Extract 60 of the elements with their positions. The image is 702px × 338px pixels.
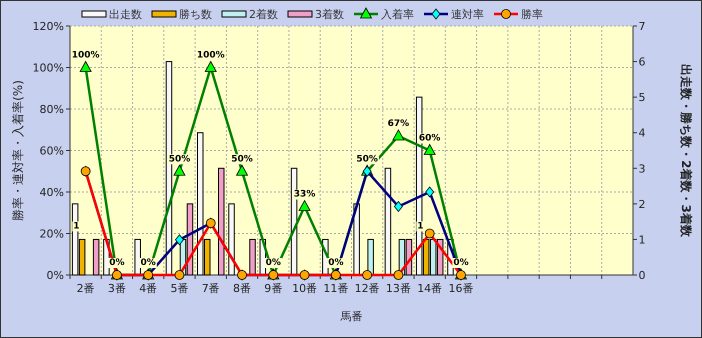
x-tick-label: 2番: [76, 282, 95, 295]
bar: [218, 168, 224, 276]
data-label: 0%: [328, 258, 344, 268]
x-tick-label: 9番: [264, 282, 282, 295]
legend-label: 勝率: [521, 8, 543, 21]
y2-tick-label: 1: [638, 233, 646, 246]
y-tick-label: 100%: [32, 62, 64, 74]
y-tick-label: 40%: [40, 186, 64, 199]
bar: [249, 238, 256, 276]
x-tick-label: 8番: [233, 282, 252, 295]
bar: [92, 238, 100, 276]
data-label: 50%: [231, 154, 253, 164]
data-label: 0%: [266, 258, 281, 268]
y2-tick-label: 2: [638, 198, 646, 211]
y2-tick-label: 3: [638, 162, 646, 176]
x-tick-label: 14番: [417, 282, 442, 295]
x-tick-label: 11番: [323, 282, 348, 295]
y2-axis-title: 出走数・勝ち数・2着数・3着数: [679, 64, 693, 238]
x-axis-title: 馬番: [340, 310, 362, 323]
data-label: 0%: [453, 258, 469, 268]
legend-label: 連対率: [451, 8, 484, 21]
y-tick-label: 120%: [32, 20, 64, 33]
x-tick-label: 7番: [202, 282, 220, 295]
legend-label: 3着数: [315, 8, 344, 21]
legend-label: 入着率: [381, 8, 414, 21]
y2-tick-label: 6: [638, 56, 646, 69]
x-tick-label: 10番: [292, 282, 318, 295]
x-tick-label: 16番: [448, 282, 474, 295]
y2-tick-label: 4: [638, 126, 646, 140]
legend-label: 2着数: [249, 8, 278, 21]
x-tick-label: 3番: [108, 282, 126, 295]
y2-tick-label: 7: [638, 20, 646, 33]
data-label: 0%: [140, 258, 156, 268]
bar: [134, 238, 141, 276]
data-label: 60%: [418, 134, 440, 144]
data-label: 0%: [109, 258, 125, 268]
y-axis-title: 勝率・連対率・入着率(%): [11, 80, 25, 221]
data-label: 67%: [388, 118, 410, 129]
data-label: 100%: [196, 50, 225, 60]
data-label: 1: [417, 221, 424, 232]
y-tick-label: 20%: [40, 228, 64, 240]
data-label: 50%: [356, 154, 378, 164]
y-tick-label: 0%: [46, 269, 64, 282]
legend-label: 勝ち数: [179, 8, 212, 21]
bar: [384, 168, 392, 276]
y2-tick-label: 0: [638, 269, 646, 282]
x-tick-label: 12番: [354, 282, 380, 295]
data-label: 33%: [294, 190, 316, 200]
data-label: 50%: [168, 154, 190, 164]
x-tick-label: 4番: [139, 282, 158, 295]
legend-label: 出走数: [109, 8, 142, 21]
y2-tick-label: 5: [638, 91, 646, 104]
y-tick-label: 60%: [40, 144, 64, 158]
bar: [353, 203, 360, 276]
data-label: 1: [73, 221, 80, 232]
y-tick-label: 80%: [40, 103, 64, 116]
data-label: 100%: [72, 50, 100, 60]
x-tick-label: 5番: [170, 282, 188, 295]
bar: [228, 203, 235, 276]
x-tick-label: 13番: [386, 282, 411, 295]
